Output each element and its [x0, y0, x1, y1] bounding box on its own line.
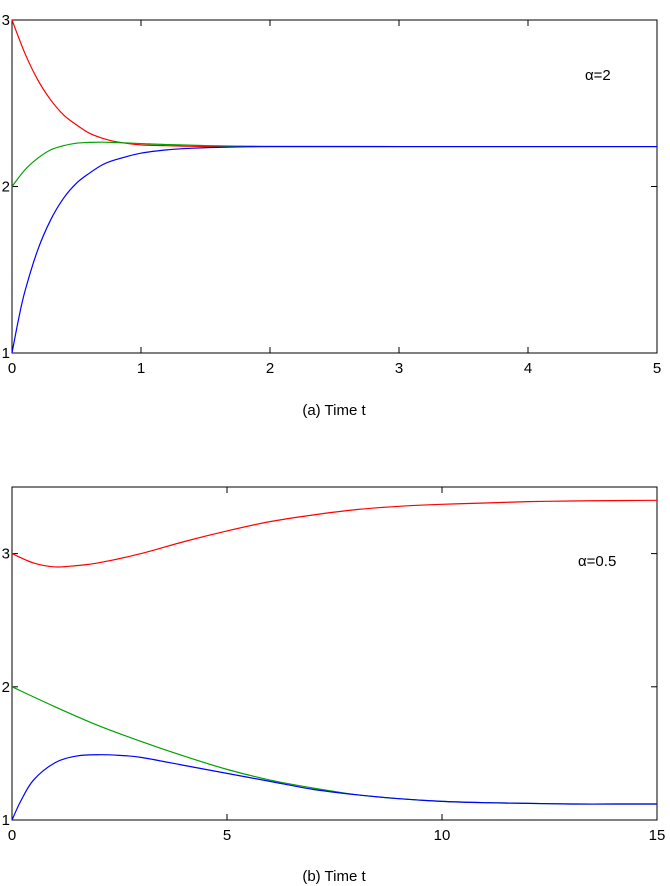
y-tick-label: 1 [2, 812, 10, 829]
series-b [11, 499, 658, 821]
ticks-a [11, 19, 658, 354]
x-axis-label-a: (a) Time t [302, 402, 366, 419]
plot-frame-a [11, 19, 658, 354]
x-tick-label: 5 [223, 827, 231, 844]
x-tick-label: 10 [434, 827, 451, 844]
y-tick-label: 1 [2, 345, 10, 362]
x-tick-label: 2 [266, 360, 274, 377]
x-tick-label: 0 [8, 360, 16, 377]
x-tick-label: 1 [137, 360, 145, 377]
series-line-1 [11, 19, 657, 148]
series-line-2 [11, 686, 657, 805]
series-line-1 [11, 499, 658, 568]
series-a [11, 19, 658, 354]
y-tick-label: 3 [2, 546, 10, 563]
x-axis-label-b: (b) Time t [302, 868, 366, 885]
y-tick-label: 3 [2, 12, 10, 29]
ticks-b [11, 487, 658, 821]
x-tick-label: 0 [8, 827, 16, 844]
series-line-2 [11, 141, 658, 187]
chart-b: 0 5 10 15 1 2 3 (b) Time t α=0.5 [2, 486, 666, 885]
y-tick-label: 2 [2, 679, 10, 696]
annotation-a: α=2 [585, 67, 611, 84]
tick-labels-b: 0 5 10 15 1 2 3 [2, 546, 666, 844]
series-line-3 [11, 145, 657, 354]
x-tick-label: 15 [649, 827, 666, 844]
annotation-b: α=0.5 [578, 553, 616, 570]
x-tick-label: 3 [395, 360, 403, 377]
plot-frame-b [11, 486, 658, 821]
series-line-3 [11, 754, 657, 821]
y-tick-label: 2 [2, 179, 10, 196]
x-tick-label: 4 [524, 360, 532, 377]
x-tick-label: 5 [653, 360, 661, 377]
